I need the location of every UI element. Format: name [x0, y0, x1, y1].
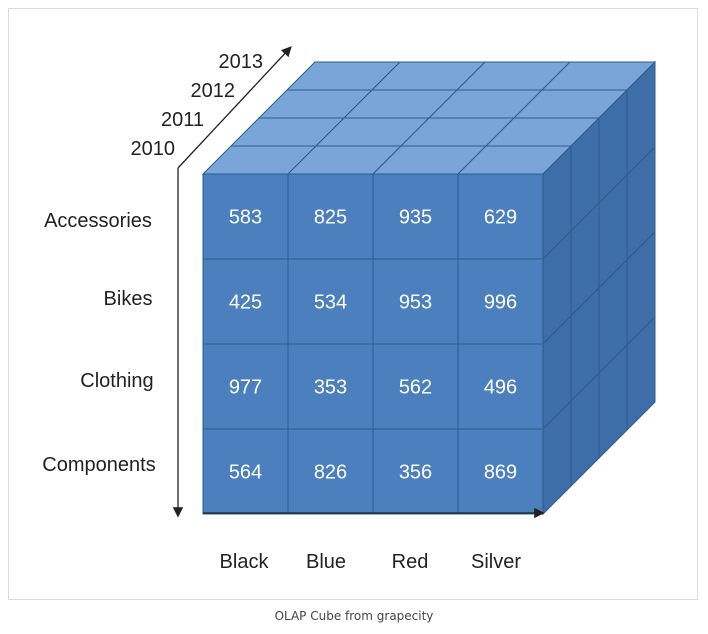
cube-front-cell [372, 428, 459, 515]
cube-front-cell [287, 173, 374, 260]
color-label-red: Red [392, 551, 429, 573]
color-label-blue: Blue [306, 551, 346, 573]
cube-front-cell [457, 343, 544, 430]
cube-front-cell [457, 258, 544, 345]
cube-cell-value: 826 [314, 462, 347, 484]
cube-front-cell [287, 258, 374, 345]
cube-front-face: 583 825 935 629 425 534 953 996 977 353 562 496 564 8… [202, 173, 544, 515]
cube-front-cell [457, 173, 544, 260]
figure-caption: OLAP Cube from grapecity [274, 609, 434, 623]
category-label-components: Components [42, 454, 155, 476]
cube-cell-value: 562 [399, 377, 432, 399]
cube-cell-value: 629 [484, 207, 517, 229]
cube-cell-value: 935 [399, 207, 432, 229]
cube-front-cell [202, 428, 289, 515]
cube-side-face [542, 60, 656, 516]
category-label-bikes: Bikes [104, 288, 153, 310]
cube-cell-value: 425 [229, 292, 262, 314]
cube-cell-value: 996 [484, 292, 517, 314]
year-label-2011: 2011 [161, 109, 204, 131]
cube-cell-value: 977 [229, 377, 262, 399]
cube-front-cell [202, 343, 289, 430]
cube-cell-value: 496 [484, 377, 517, 399]
cube-front-cell [372, 343, 459, 430]
category-label-accessories: Accessories [44, 210, 152, 232]
cube-front-cell [457, 428, 544, 515]
cube-cell-value: 869 [484, 462, 517, 484]
cube-cell-value: 534 [314, 292, 347, 314]
cube-front-cell [287, 343, 374, 430]
cube-front-cell [202, 173, 289, 260]
cube-front-cell [202, 258, 289, 345]
cube-cell-value: 356 [399, 462, 432, 484]
color-label-black: Black [220, 551, 270, 573]
cube-front-cell [372, 173, 459, 260]
color-label-silver: Silver [471, 551, 521, 573]
cube-cell-value: 564 [229, 462, 262, 484]
cube-cell-value: 583 [229, 207, 262, 229]
year-label-2012: 2012 [191, 80, 236, 102]
year-label-2013: 2013 [219, 51, 264, 73]
cube-side-cell [626, 315, 656, 432]
cube-top-face [201, 61, 657, 175]
cube-cell-value: 825 [314, 207, 347, 229]
cube-cell-value: 953 [399, 292, 432, 314]
year-axis-arrow [177, 46, 292, 169]
category-label-clothing: Clothing [80, 370, 153, 392]
cube-cell-value: 353 [314, 377, 347, 399]
year-label-2010: 2010 [131, 138, 176, 160]
